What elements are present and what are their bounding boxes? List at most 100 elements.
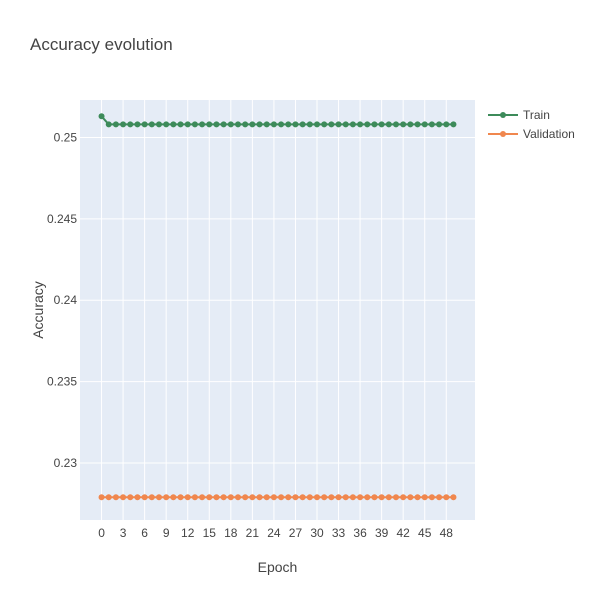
data-point-validation xyxy=(321,494,328,501)
legend-marker xyxy=(500,112,506,118)
data-point-train xyxy=(299,121,306,128)
data-point-train xyxy=(335,121,342,128)
data-point-train xyxy=(227,121,234,128)
data-point-validation xyxy=(98,494,105,501)
x-tick-label: 45 xyxy=(418,526,432,540)
data-point-validation xyxy=(170,494,177,501)
y-tick-label: 0.23 xyxy=(54,456,78,470)
data-point-train xyxy=(314,121,320,128)
data-point-validation xyxy=(134,494,141,501)
data-point-validation xyxy=(400,494,407,501)
data-point-train xyxy=(414,121,421,128)
data-point-validation xyxy=(335,494,342,501)
data-point-validation xyxy=(278,494,285,501)
data-point-train xyxy=(191,121,198,128)
data-point-validation xyxy=(306,494,313,501)
data-point-validation xyxy=(299,494,306,501)
data-point-train xyxy=(199,121,206,128)
data-point-train xyxy=(206,121,213,128)
data-point-validation xyxy=(407,494,414,501)
x-tick-label: 39 xyxy=(375,526,389,540)
data-point-validation xyxy=(199,494,206,501)
data-point-train xyxy=(342,121,349,128)
data-point-validation xyxy=(156,494,162,501)
data-point-validation xyxy=(428,494,435,501)
x-tick-label: 6 xyxy=(141,526,148,540)
data-point-train xyxy=(163,121,170,128)
data-point-train xyxy=(450,121,457,128)
data-point-train xyxy=(385,121,392,128)
data-point-validation xyxy=(385,494,392,501)
data-point-validation xyxy=(220,494,227,501)
data-point-train xyxy=(306,121,313,128)
data-point-train xyxy=(220,121,227,128)
data-point-validation xyxy=(213,494,220,501)
data-point-train xyxy=(371,121,378,128)
data-point-train xyxy=(400,121,407,128)
legend-label: Validation xyxy=(523,127,575,141)
data-point-train xyxy=(349,121,356,128)
x-tick-label: 24 xyxy=(267,526,281,540)
data-point-validation xyxy=(120,494,127,501)
data-point-validation xyxy=(191,494,198,501)
y-tick-label: 0.24 xyxy=(54,293,78,307)
data-point-validation xyxy=(127,494,134,501)
data-point-train xyxy=(364,121,371,128)
data-point-train xyxy=(421,121,428,128)
data-point-train xyxy=(127,121,134,128)
plot-area xyxy=(80,100,475,520)
data-point-train xyxy=(98,113,105,120)
data-point-validation xyxy=(206,494,213,501)
data-point-train xyxy=(378,121,385,128)
data-point-train xyxy=(134,121,141,128)
data-point-train xyxy=(249,121,256,128)
data-point-train xyxy=(156,121,162,128)
legend[interactable]: Train Validation xyxy=(488,108,575,141)
data-point-validation xyxy=(328,494,335,501)
legend-label: Train xyxy=(523,108,550,122)
data-point-train xyxy=(170,121,177,128)
data-point-validation xyxy=(270,494,277,501)
data-point-train xyxy=(235,121,241,128)
x-tick-label: 33 xyxy=(332,526,346,540)
data-point-train xyxy=(112,121,119,128)
x-tick-label: 12 xyxy=(181,526,195,540)
x-axis-title: Epoch xyxy=(258,559,298,575)
x-tick-label: 21 xyxy=(246,526,260,540)
data-point-train xyxy=(120,121,127,128)
data-point-train xyxy=(328,121,335,128)
legend-marker xyxy=(500,131,506,137)
data-point-validation xyxy=(249,494,256,501)
data-point-train xyxy=(285,121,292,128)
data-point-validation xyxy=(349,494,356,501)
data-point-validation xyxy=(292,494,299,501)
data-point-validation xyxy=(414,494,421,501)
x-tick-label: 3 xyxy=(120,526,127,540)
x-tick-label: 0 xyxy=(98,526,105,540)
x-tick-label: 18 xyxy=(224,526,238,540)
chart-title: Accuracy evolution xyxy=(30,35,173,54)
x-tick-label: 48 xyxy=(440,526,454,540)
data-point-train xyxy=(443,121,450,128)
data-point-validation xyxy=(105,494,112,501)
data-point-train xyxy=(141,121,148,128)
data-point-validation xyxy=(357,494,364,501)
y-axis-ticks: 0.23 0.235 0.24 0.245 0.25 xyxy=(47,130,77,470)
data-point-validation xyxy=(314,494,320,501)
data-point-train xyxy=(270,121,277,128)
legend-item-validation[interactable]: Validation xyxy=(488,127,575,141)
data-point-validation xyxy=(227,494,234,501)
series-layer xyxy=(98,113,457,501)
y-tick-label: 0.235 xyxy=(47,375,77,389)
data-point-train xyxy=(436,121,443,128)
data-point-train xyxy=(428,121,435,128)
data-point-train xyxy=(263,121,270,128)
y-axis-title: Accuracy xyxy=(30,281,46,339)
data-point-validation xyxy=(256,494,263,501)
data-point-train xyxy=(393,121,399,128)
x-tick-label: 15 xyxy=(203,526,217,540)
data-point-train xyxy=(256,121,263,128)
data-point-validation xyxy=(163,494,170,501)
data-point-train xyxy=(242,121,249,128)
legend-item-train[interactable]: Train xyxy=(488,108,550,122)
